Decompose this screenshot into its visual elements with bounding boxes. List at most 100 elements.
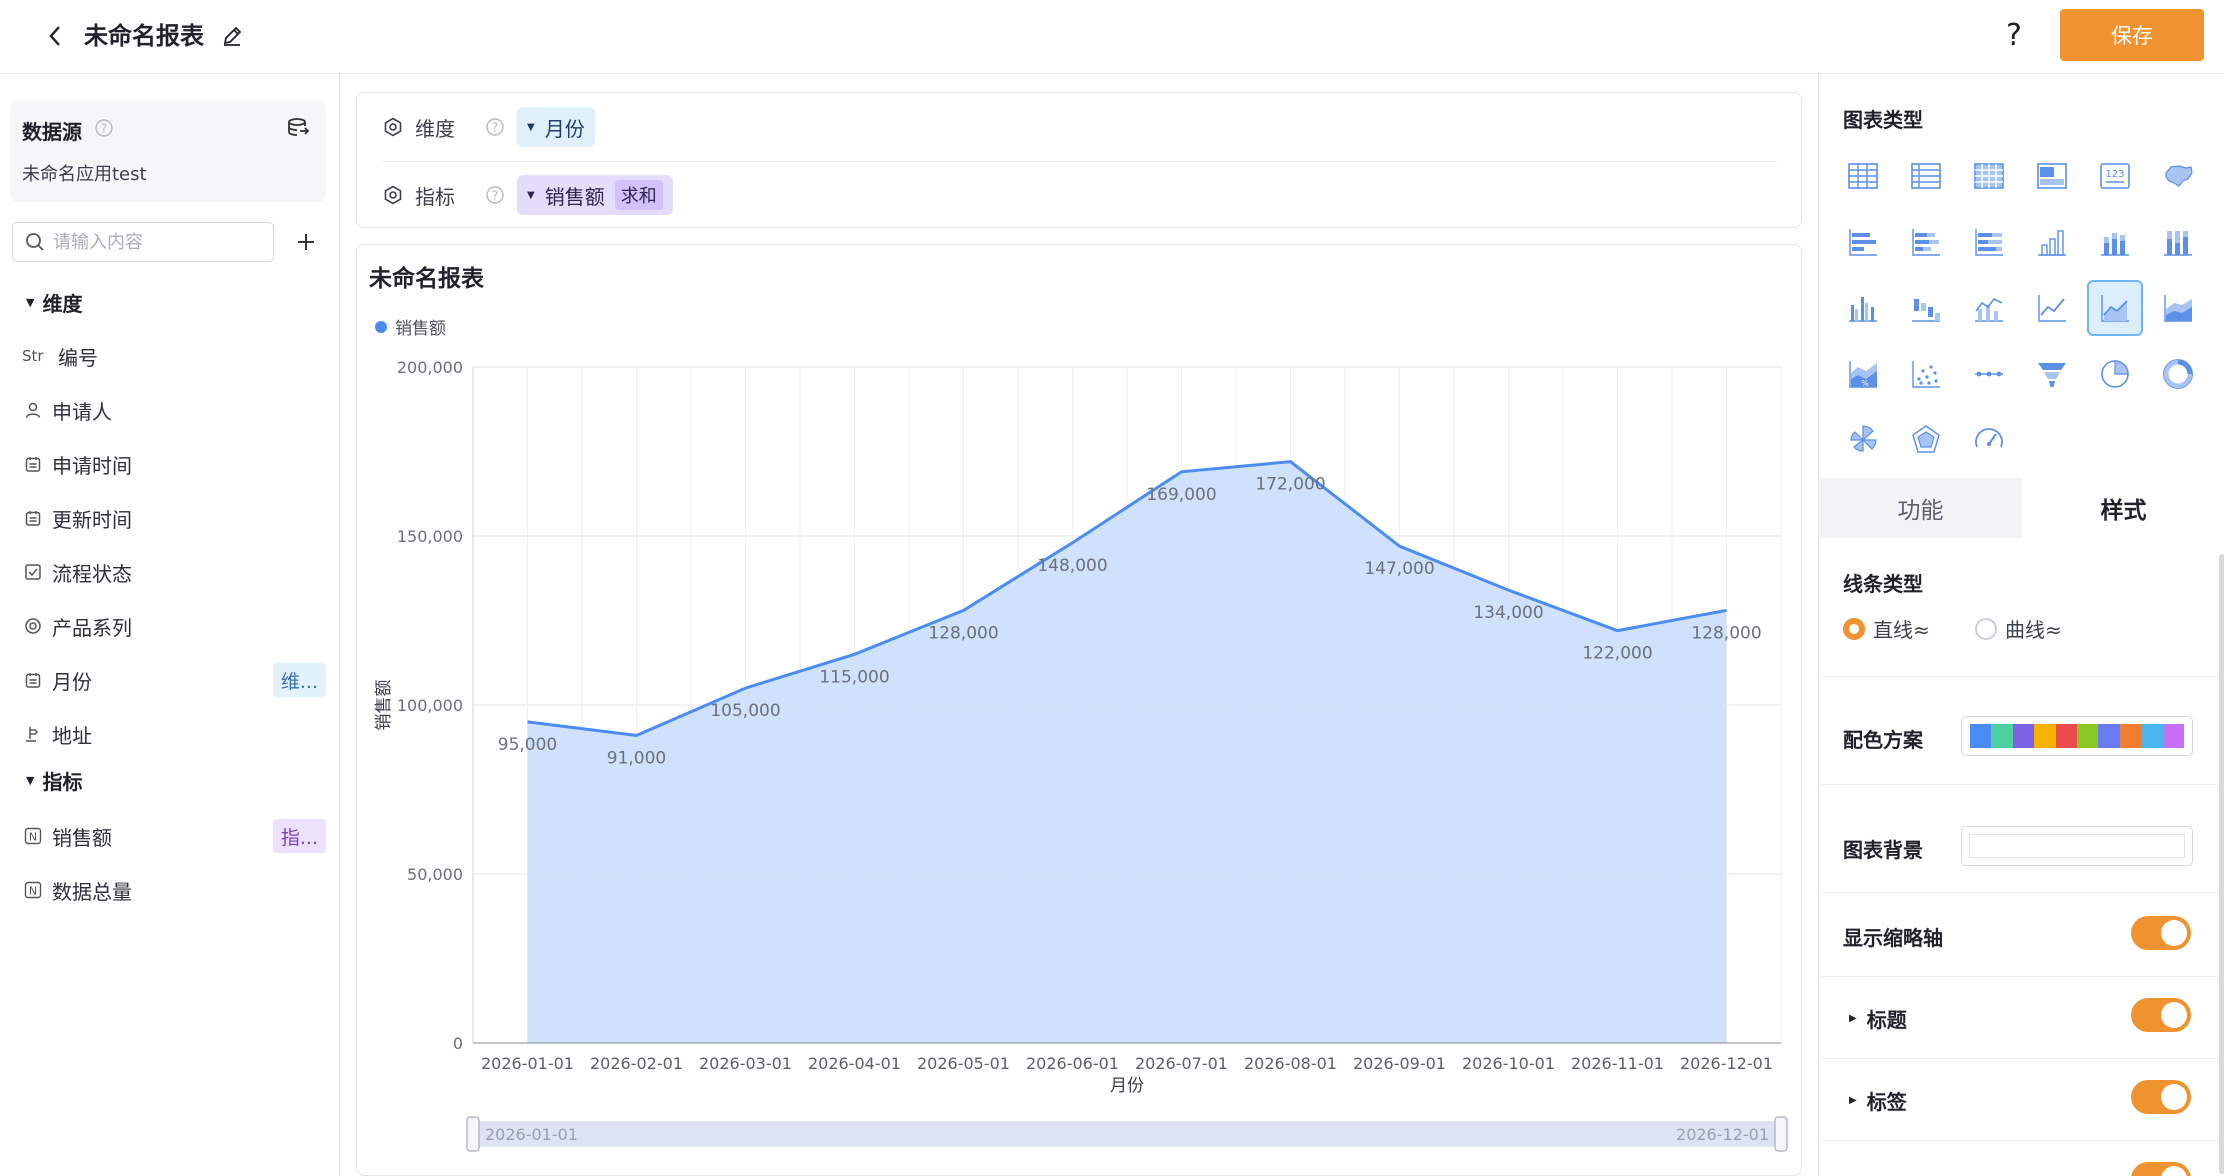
x-tick-label: 2026-06-01 (1026, 1054, 1119, 1073)
field-search[interactable] (12, 222, 274, 262)
gauge-icon[interactable] (1961, 412, 2017, 468)
x-tick-label: 2026-09-01 (1353, 1054, 1446, 1073)
title-section-header[interactable]: ▶ 标题 (1849, 1004, 1907, 1033)
line-straight-radio[interactable]: 直线≈ (1843, 614, 1930, 643)
data-label: 172,000 (1255, 475, 1325, 495)
pivot-table-icon-glyph (1974, 163, 2004, 189)
switch-datasource-icon[interactable] (286, 116, 310, 140)
table-icon[interactable] (1835, 148, 1891, 204)
grouped-column-icon[interactable] (1835, 280, 1891, 336)
calendar-icon (22, 671, 44, 689)
dot-line-icon-glyph (1975, 371, 2003, 377)
legend-toggle[interactable] (2131, 1162, 2191, 1176)
edit-title-button[interactable] (218, 22, 246, 50)
stacked-bar-icon[interactable] (1898, 214, 1954, 270)
search-input[interactable] (53, 231, 253, 253)
donut-icon[interactable] (2150, 346, 2206, 402)
chart-type-title: 图表类型 (1843, 108, 1923, 132)
field-label: 更新时间 (52, 507, 132, 532)
field-item-流程状态[interactable]: 流程状态 (22, 554, 326, 590)
aggregation-badge[interactable]: 求和 (614, 180, 663, 210)
field-item-产品系列[interactable]: 产品系列 (22, 608, 326, 644)
field-label: 流程状态 (52, 561, 132, 586)
background-color-picker[interactable] (1961, 826, 2193, 866)
data-label: 91,000 (607, 748, 666, 768)
line-curve-radio[interactable]: 曲线≈ (1975, 614, 2062, 643)
bar-icon[interactable] (1835, 214, 1891, 270)
caret-down-icon: ▼ (26, 296, 35, 309)
radar-icon-glyph (1912, 425, 1940, 453)
funnel-icon[interactable] (2024, 346, 2080, 402)
combo-icon[interactable] (1961, 280, 2017, 336)
color-scheme-picker[interactable] (1961, 716, 2193, 756)
back-button[interactable] (40, 20, 70, 52)
data-label: 95,000 (498, 735, 557, 755)
x-tick-label: 2026-11-01 (1571, 1054, 1664, 1073)
datasource-app-name: 未命名应用test (22, 164, 147, 185)
field-item-销售额[interactable]: N 销售额 指... (22, 818, 326, 854)
y-tick-label: 200,000 (397, 358, 463, 377)
show-axis-toggle[interactable] (2131, 916, 2191, 950)
dot-line-icon[interactable] (1961, 346, 2017, 402)
indicator-pill-label: 销售额 (544, 184, 605, 209)
line-curve-label: 曲线≈ (2005, 618, 2062, 642)
field-item-编号[interactable]: Str 编号 (22, 338, 326, 374)
field-item-地址[interactable]: 地址 (22, 716, 326, 752)
x-tick-label: 2026-12-01 (1680, 1054, 1773, 1073)
detail-table-icon[interactable] (1898, 148, 1954, 204)
title-section-label: 标题 (1866, 1008, 1907, 1032)
column-icon[interactable] (2024, 214, 2080, 270)
stacked-column-icon[interactable] (2087, 214, 2143, 270)
field-item-数据总量[interactable]: N 数据总量 (22, 872, 326, 908)
field-item-申请时间[interactable]: 申请时间 (22, 446, 326, 482)
y-tick-label: 50,000 (407, 865, 463, 884)
radio-checked-icon (1843, 617, 1865, 640)
help-circle-icon[interactable]: ? (485, 117, 505, 137)
field-item-更新时间[interactable]: 更新时间 (22, 500, 326, 536)
field-label: 申请时间 (52, 453, 132, 478)
tag-section-header[interactable]: ▶ 标签 (1849, 1086, 1907, 1115)
panel-scrollbar[interactable] (2219, 554, 2224, 1174)
dimension-section-header[interactable]: ▼ 维度 (26, 288, 82, 317)
field-item-月份[interactable]: 月份 维... (22, 662, 326, 698)
x-tick-label: 2026-01-01 (481, 1054, 574, 1073)
indicator-section-header[interactable]: ▼ 指标 (26, 766, 82, 795)
tab-style[interactable]: 样式 (2022, 478, 2224, 538)
area-icon[interactable] (2087, 280, 2143, 336)
map-icon[interactable] (2150, 148, 2206, 204)
stacked-area-icon[interactable] (2150, 280, 2206, 336)
dimension-pill-月份[interactable]: ▼ 月份 (517, 107, 595, 147)
kpi-card-icon[interactable]: 123 (2087, 148, 2143, 204)
percent-area-icon[interactable]: % (1835, 346, 1891, 402)
title-toggle[interactable] (2131, 998, 2191, 1032)
radar-icon[interactable] (1898, 412, 1954, 468)
tag-toggle[interactable] (2131, 1080, 2191, 1114)
waterfall-icon[interactable] (1898, 280, 1954, 336)
pivot-table-icon[interactable] (1961, 148, 2017, 204)
indicator-pill-销售额[interactable]: ▼ 销售额 求和 (517, 175, 673, 215)
dimension-label: 维度 (415, 116, 455, 141)
help-circle-icon[interactable]: ? (94, 118, 114, 138)
rose-icon[interactable] (1835, 412, 1891, 468)
pie-icon[interactable] (2087, 346, 2143, 402)
save-button[interactable]: 保存 (2060, 9, 2204, 61)
chart-title: 未命名报表 (369, 266, 484, 292)
line-icon[interactable] (2024, 280, 2080, 336)
svg-text:123: 123 (2105, 169, 2124, 180)
chart-card: 未命名报表 销售额 0 50,000 100,000 150,000 200,000 95,… (356, 244, 1802, 1176)
number-icon: N (22, 827, 44, 845)
field-item-申请人[interactable]: 申请人 (22, 392, 326, 428)
help-button[interactable]: ? (2006, 18, 2022, 53)
gauge-icon-glyph (1975, 428, 2003, 448)
palette-swatch (2141, 724, 2163, 748)
cross-table-icon[interactable] (2024, 148, 2080, 204)
add-field-button[interactable] (290, 222, 322, 262)
dimension-pill-label: 月份 (544, 116, 585, 141)
help-circle-icon[interactable]: ? (485, 185, 505, 205)
background-color-swatch (1969, 834, 2185, 858)
tab-function[interactable]: 功能 (1819, 478, 2022, 538)
percent-bar-icon[interactable] (1961, 214, 2017, 270)
scatter-icon[interactable] (1898, 346, 1954, 402)
percent-column-icon[interactable] (2150, 214, 2206, 270)
stacked-column-icon-glyph (2101, 233, 2129, 256)
